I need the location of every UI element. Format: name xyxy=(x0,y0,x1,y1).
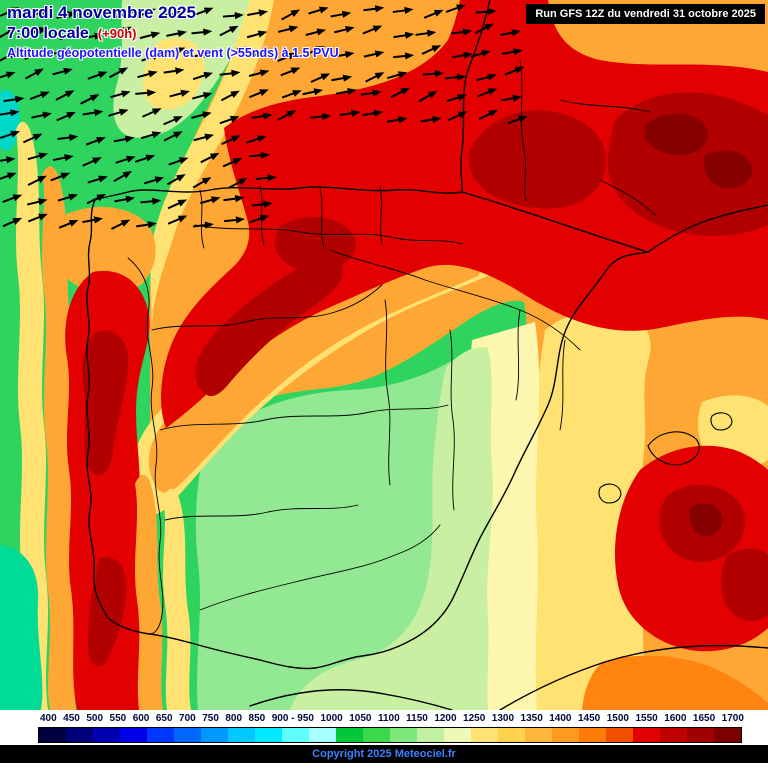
legend-color-cell xyxy=(579,728,606,742)
legend-label: 850 xyxy=(248,713,266,724)
legend-color-cell xyxy=(525,728,552,742)
legend-label: 550 xyxy=(109,713,127,724)
legend-color-cell xyxy=(309,728,336,742)
legend-label: 1700 xyxy=(721,713,744,724)
legend-color-cell xyxy=(147,728,174,742)
legend-label: 1300 xyxy=(491,713,515,724)
legend-color-cell xyxy=(228,728,255,742)
geopotential-map xyxy=(0,0,768,710)
legend-label: 1150 xyxy=(406,713,428,724)
time-row: 7:00 locale (+90h) xyxy=(7,24,339,44)
legend-color-cell xyxy=(363,728,390,742)
legend-color-cell xyxy=(471,728,498,742)
legend-label: 1250 xyxy=(463,713,486,724)
legend-label: 500 xyxy=(86,713,104,724)
legend-color-cell xyxy=(606,728,633,742)
legend-label: 650 xyxy=(155,713,173,724)
legend-colorbar xyxy=(38,727,742,743)
legend-color-cell xyxy=(201,728,228,742)
copyright-link[interactable]: Copyright 2025 Meteociel.fr xyxy=(312,748,456,760)
map-area: mardi 4 novembre 2025 7:00 locale (+90h) … xyxy=(0,0,768,710)
legend-label: 700 xyxy=(179,713,196,724)
contour-fills xyxy=(0,0,768,710)
time-label: 7:00 locale xyxy=(7,24,89,42)
legend-color-cell xyxy=(282,728,309,742)
forecast-offset-label: (+90h) xyxy=(97,25,137,41)
islands xyxy=(598,412,733,504)
map-header: mardi 4 novembre 2025 7:00 locale (+90h) … xyxy=(7,3,339,62)
legend-label: 1350 xyxy=(520,713,543,724)
legend-color-cell xyxy=(174,728,201,742)
date-label: mardi 4 novembre 2025 xyxy=(7,3,196,22)
legend-color-cell xyxy=(255,728,282,742)
legend-color-cell xyxy=(633,728,660,742)
legend-color-cell xyxy=(498,728,525,742)
legend-color-cell xyxy=(444,728,471,742)
coastlines xyxy=(86,0,768,710)
footer-bar: Copyright 2025 Meteociel.fr xyxy=(0,745,768,763)
legend-label: 1000 xyxy=(320,713,343,724)
legend-label: 1050 xyxy=(349,713,372,724)
legend-color-cell xyxy=(660,728,687,742)
legend-color-cell xyxy=(93,728,120,742)
legend-label: 1450 xyxy=(577,713,601,724)
legend-label: 1650 xyxy=(692,713,716,724)
legend-label: 900 - 950 xyxy=(271,713,314,724)
legend: 400 450 500 550 600 650 700 750 800 850 900 - 950 1… xyxy=(0,710,768,743)
legend-color-cell xyxy=(66,728,93,742)
map-subtitle: Altitude géopotentielle (dam) et vent (>… xyxy=(7,46,339,61)
legend-label: 750 xyxy=(202,713,219,724)
legend-color-cell xyxy=(336,728,363,742)
legend-label: 400 xyxy=(40,713,57,724)
legend-label: 1100 xyxy=(377,713,400,724)
legend-label: 600 xyxy=(132,713,150,724)
legend-label: 800 xyxy=(225,713,243,724)
legend-color-cell xyxy=(120,728,147,742)
legend-labels: 400 450 500 550 600 650 700 750 800 850 900 - 950 1… xyxy=(40,713,744,726)
legend-label: 1600 xyxy=(664,713,687,724)
legend-color-cell xyxy=(687,728,714,742)
legend-label: 450 xyxy=(63,713,80,724)
legend-label: 1400 xyxy=(549,713,572,724)
legend-label: 1500 xyxy=(606,713,629,724)
legend-color-cell xyxy=(552,728,579,742)
legend-label: 1200 xyxy=(434,713,457,724)
legend-label: 1550 xyxy=(635,713,658,724)
run-info-box: Run GFS 12Z du vendredi 31 octobre 2025 xyxy=(526,4,765,24)
legend-color-cell xyxy=(39,728,66,742)
legend-color-cell xyxy=(417,728,444,742)
legend-color-cell xyxy=(714,728,741,742)
legend-color-cell xyxy=(390,728,417,742)
